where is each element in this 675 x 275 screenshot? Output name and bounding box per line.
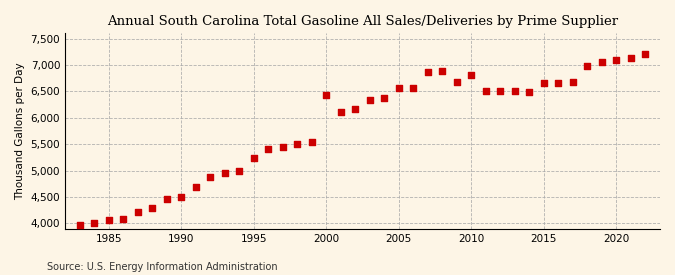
Point bbox=[88, 221, 99, 225]
Point bbox=[205, 175, 215, 180]
Point bbox=[335, 110, 346, 114]
Point bbox=[132, 210, 143, 214]
Point bbox=[481, 89, 491, 93]
Point bbox=[408, 86, 418, 90]
Point bbox=[277, 145, 288, 149]
Point bbox=[306, 139, 317, 144]
Point bbox=[103, 218, 114, 222]
Point bbox=[234, 169, 244, 173]
Point bbox=[190, 185, 201, 190]
Point bbox=[161, 197, 172, 201]
Point bbox=[394, 86, 404, 90]
Point bbox=[350, 107, 360, 112]
Point bbox=[626, 56, 637, 60]
Point bbox=[423, 70, 433, 75]
Title: Annual South Carolina Total Gasoline All Sales/Deliveries by Prime Supplier: Annual South Carolina Total Gasoline All… bbox=[107, 15, 618, 28]
Point bbox=[219, 170, 230, 175]
Point bbox=[582, 63, 593, 68]
Point bbox=[117, 216, 128, 221]
Point bbox=[524, 90, 535, 95]
Point bbox=[495, 89, 506, 93]
Point bbox=[321, 93, 331, 97]
Point bbox=[364, 98, 375, 102]
Point bbox=[176, 195, 186, 200]
Point bbox=[437, 68, 448, 73]
Point bbox=[379, 95, 389, 100]
Point bbox=[263, 147, 273, 152]
Point bbox=[74, 223, 85, 228]
Point bbox=[452, 80, 462, 84]
Point bbox=[146, 206, 157, 210]
Point bbox=[539, 81, 549, 86]
Y-axis label: Thousand Gallons per Day: Thousand Gallons per Day bbox=[15, 62, 25, 200]
Point bbox=[553, 81, 564, 86]
Point bbox=[292, 142, 302, 146]
Point bbox=[510, 89, 520, 94]
Point bbox=[568, 80, 578, 85]
Point bbox=[597, 60, 608, 64]
Point bbox=[640, 52, 651, 56]
Point bbox=[611, 58, 622, 62]
Point bbox=[248, 156, 259, 161]
Text: Source: U.S. Energy Information Administration: Source: U.S. Energy Information Administ… bbox=[47, 262, 278, 272]
Point bbox=[466, 73, 477, 77]
